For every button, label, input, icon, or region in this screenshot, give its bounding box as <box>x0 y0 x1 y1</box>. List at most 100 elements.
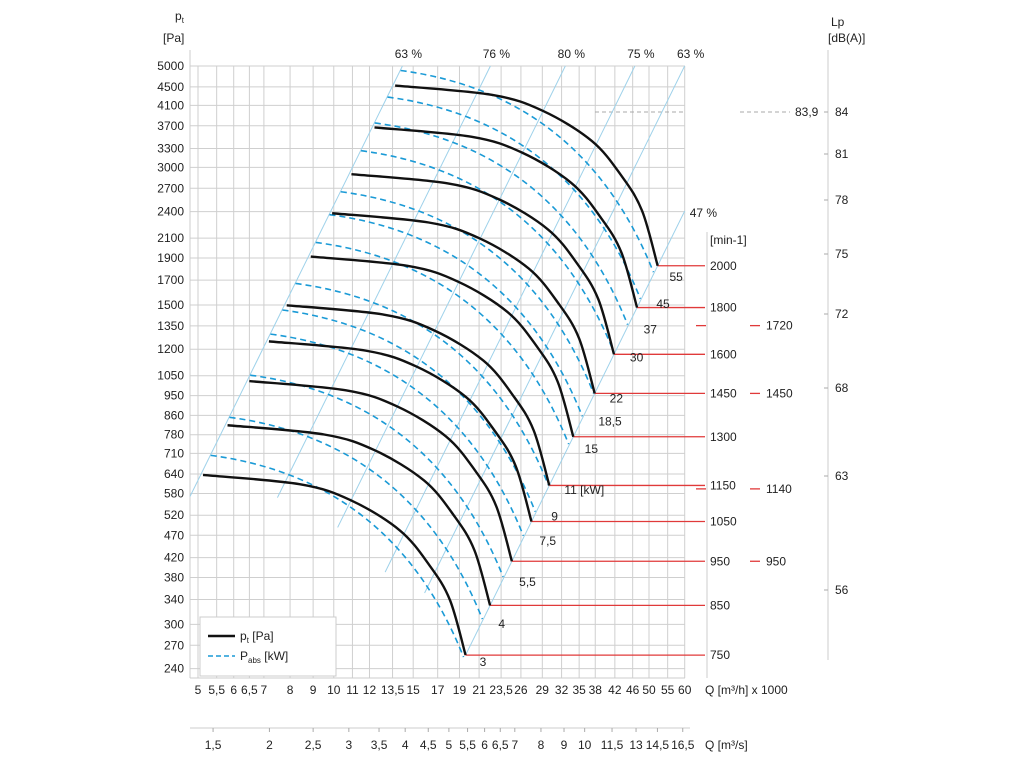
x-tick-label: 7 <box>261 683 268 697</box>
y-tick-label: 780 <box>164 428 184 442</box>
lp-tick-label: 78 <box>835 193 849 207</box>
x2-axis-title: Q [m³/s] <box>705 738 748 752</box>
x2-tick-label: 4 <box>402 738 409 752</box>
power-curve <box>315 241 570 445</box>
x-tick-label: 11 <box>346 683 359 697</box>
power-curve <box>282 309 537 513</box>
lp-tick-label: 84 <box>835 105 849 119</box>
x-tick-label: 5 <box>195 683 202 697</box>
power-label: 22 <box>610 391 624 405</box>
y-tick-label: 640 <box>164 467 184 481</box>
speed-curve-1300 <box>310 255 575 438</box>
x-tick-label: 35 <box>572 683 586 697</box>
x2-tick-label: 6 <box>481 738 488 752</box>
x2-tick-label: 14,5 <box>646 738 670 752</box>
power-curve <box>374 122 629 325</box>
lp-tick-label: 56 <box>835 583 849 597</box>
x2-tick-label: 16,5 <box>671 738 695 752</box>
power-label: 45 <box>656 297 670 311</box>
efficiency-label: 63 % <box>395 47 423 61</box>
x2-tick-label: 11,5 <box>601 738 624 752</box>
power-label: 18,5 <box>598 414 622 428</box>
power-label: 30 <box>630 350 644 364</box>
speed-curve-1150 <box>286 304 551 486</box>
efficiency-label: 80 % <box>558 47 586 61</box>
power-curves <box>210 69 655 658</box>
extra-rpm-label: 1450 <box>766 386 793 400</box>
x2-tick-label: 3 <box>345 738 352 752</box>
efficiency-line <box>465 210 686 656</box>
y-tick-label: 300 <box>164 617 184 631</box>
y-tick-label: 3300 <box>157 141 184 155</box>
y-tick-label: 270 <box>164 638 184 652</box>
efficiency-label: 76 % <box>483 47 511 61</box>
y-tick-label: 4100 <box>157 98 184 112</box>
power-curve <box>295 282 550 486</box>
x2-tick-label: 10 <box>578 738 592 752</box>
x-tick-label: 32 <box>555 683 569 697</box>
x2-tick-label: 8 <box>538 738 545 752</box>
speed-curve-2000 <box>395 84 659 267</box>
rpm-label: 950 <box>710 554 730 568</box>
power-label: 9 <box>551 510 558 524</box>
speed-curve-1050 <box>268 340 533 522</box>
x-tick-label: 38 <box>589 683 603 697</box>
rpm-label: 1600 <box>710 347 737 361</box>
x-tick-label: 5,5 <box>208 683 225 697</box>
x2-tick-label: 6,5 <box>492 738 509 752</box>
y-tick-label: 340 <box>164 593 184 607</box>
y-tick-label: 3000 <box>157 160 184 174</box>
y-tick-label: 1050 <box>157 369 184 383</box>
x2-tick-label: 9 <box>561 738 568 752</box>
rpm-label: 1300 <box>710 430 737 444</box>
legend-box <box>199 616 337 677</box>
lp-tick-label: 75 <box>835 247 849 261</box>
x2-tick-label: 3,5 <box>371 738 388 752</box>
x-tick-label: 9 <box>310 683 317 697</box>
x-tick-label: 6,5 <box>241 683 258 697</box>
y-tick-label: 4500 <box>157 80 184 94</box>
y-tick-label: 2100 <box>157 231 184 245</box>
speed-curve-750 <box>202 473 467 656</box>
x-axis-title: Q [m³/h] x 1000 <box>705 683 788 697</box>
y-tick-label: 1350 <box>157 319 184 333</box>
lp-axis-unit: [dB(A)] <box>828 31 865 45</box>
legend-pabs-label: Pabs [kW] <box>240 649 288 665</box>
x-tick-label: 10 <box>327 683 341 697</box>
lp-tick-label: 68 <box>835 381 849 395</box>
rpm-label: 1450 <box>710 386 737 400</box>
speed-curve-1600 <box>351 172 616 355</box>
x2-tick-label: 5 <box>446 738 453 752</box>
x-tick-label: 13,5 <box>381 683 405 697</box>
y-tick-label: 2700 <box>157 181 184 195</box>
power-curve <box>329 213 584 417</box>
efficiency-label: 47 % <box>690 206 718 220</box>
power-label: 37 <box>644 323 658 337</box>
extra-rpm-label: 950 <box>766 554 786 568</box>
power-curve <box>229 416 484 620</box>
legend: pt [Pa] Pabs [kW] <box>199 616 337 677</box>
x-tick-label: 42 <box>608 683 622 697</box>
labels: 5000450041003700330030002700240021001900… <box>157 47 848 752</box>
y-tick-label: 710 <box>164 446 184 460</box>
x-tick-label: 50 <box>642 683 656 697</box>
x-tick-label: 60 <box>678 683 692 697</box>
rpm-label: 850 <box>710 598 730 612</box>
power-label: 5,5 <box>519 575 536 589</box>
efficiency-line <box>189 65 403 497</box>
lp-tick-label: 81 <box>835 147 849 161</box>
x-tick-label: 19 <box>453 683 467 697</box>
y-tick-label: 2400 <box>157 205 184 219</box>
power-label: 3 <box>480 655 487 669</box>
x2-tick-label: 1,5 <box>205 738 222 752</box>
y-tick-label: 520 <box>164 508 184 522</box>
y-tick-label: 1500 <box>157 298 184 312</box>
x-tick-label: 21 <box>472 683 486 697</box>
x2-tick-label: 13 <box>629 738 643 752</box>
speed-curve-950 <box>249 379 514 562</box>
speed-unit: [min-1] <box>710 233 747 247</box>
x2-tick-label: 2 <box>266 738 273 752</box>
y-tick-label: 420 <box>164 551 184 565</box>
efficiency-label: 75 % <box>627 47 655 61</box>
speed-curve-850 <box>227 424 492 606</box>
